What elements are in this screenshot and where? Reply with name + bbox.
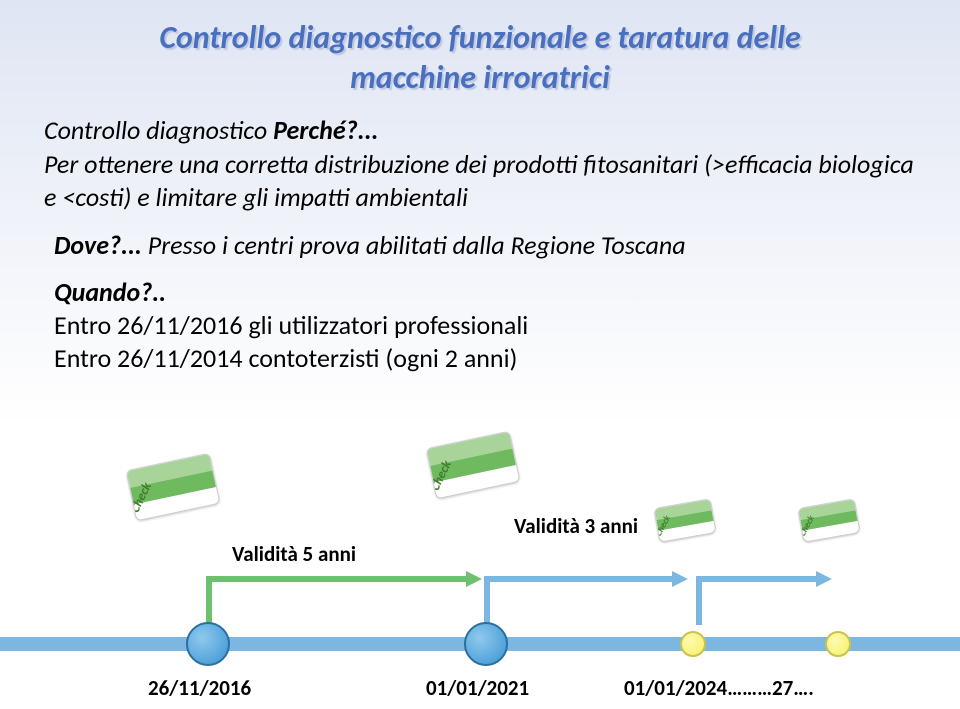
subtitle-prefix: Controllo diagnostico: [44, 114, 273, 146]
validity-3-label: Validità 3 anni: [514, 513, 638, 539]
title-line-2: macchine irroratrici: [40, 58, 920, 98]
arrow5-head: [466, 571, 482, 587]
slide-title: Controllo diagnostico funzionale e tarat…: [40, 18, 920, 98]
validity-5-label: Validità 5 anni: [232, 541, 356, 567]
quando-answer-2: Entro 26/11/2014 contoterzisti (ogni 2 a…: [54, 342, 920, 375]
timeline: Validità 5 anni Validità 3 anni 26/11/20…: [0, 439, 960, 709]
timeline-node-3: [680, 631, 706, 657]
check-card-3: Check: [653, 498, 716, 543]
quando-block: Quando?..: [54, 276, 920, 309]
dove-answer: Presso i centri prova abilitati dalla Re…: [142, 229, 686, 261]
check-card-1: Check: [126, 453, 221, 522]
arrow5-line: [206, 576, 468, 582]
arrow3b-head: [816, 571, 832, 587]
perche-answer: Per ottenere una corretta distribuzione …: [44, 148, 920, 215]
slide: Controllo diagnostico funzionale e tarat…: [0, 0, 960, 709]
date-label-2: 01/01/2021: [426, 675, 529, 701]
dove-block: Dove?... Presso i centri prova abilitati…: [54, 229, 920, 262]
timeline-node-2: [464, 622, 508, 666]
arrow3a-line: [484, 576, 674, 582]
check-card-2: Check: [426, 431, 521, 500]
perche-question: Perché?...: [273, 114, 378, 146]
date-label-3: 01/01/2024………27….: [624, 675, 814, 701]
arrow3a-up: [484, 579, 490, 625]
arrow5-up: [206, 579, 212, 625]
arrow3a-head: [672, 571, 688, 587]
arrow3b-up: [696, 579, 702, 625]
quando-question: Quando?..: [54, 276, 166, 308]
dove-question: Dove?...: [54, 229, 142, 261]
quando-answer-1: Entro 26/11/2016 gli utilizzatori profes…: [54, 309, 920, 342]
timeline-node-1: [186, 622, 230, 666]
subtitle: Controllo diagnostico Perché?...: [44, 114, 920, 146]
title-line-1: Controllo diagnostico funzionale e tarat…: [40, 18, 920, 58]
check-card-4: Check: [797, 498, 860, 543]
date-label-1: 26/11/2016: [148, 675, 251, 701]
arrow3b-line: [696, 576, 818, 582]
timeline-node-4: [825, 631, 851, 657]
